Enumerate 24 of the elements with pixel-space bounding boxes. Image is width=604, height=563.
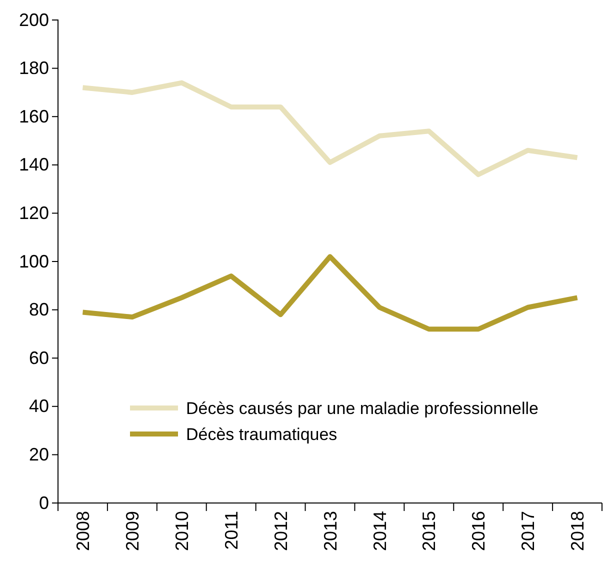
x-tick-label: 2008 (73, 511, 94, 552)
x-tick-label: 2017 (518, 511, 538, 552)
x-tick-label: 2014 (370, 511, 390, 552)
legend-label: Décès traumatiques (186, 424, 338, 444)
y-tick-label: 100 (18, 251, 49, 272)
x-tick-label: 2011 (221, 511, 242, 550)
x-tick-label: 2009 (122, 511, 142, 552)
y-tick-label: 120 (18, 202, 49, 223)
x-tick-label: 2010 (172, 511, 192, 552)
y-tick-label: 20 (28, 444, 49, 464)
y-tick-label: 0 (38, 492, 49, 513)
y-tick-label: 60 (28, 348, 49, 368)
x-tick-label: 2012 (270, 511, 291, 552)
x-tick-label: 2016 (468, 511, 489, 552)
legend-label: Décès causés par une maladie professionnelle (186, 398, 538, 418)
y-tick-label: 40 (28, 396, 49, 416)
x-tick-label: 2018 (568, 511, 588, 552)
y-tick-label: 160 (18, 106, 49, 126)
y-tick-label: 140 (18, 154, 49, 175)
y-tick-label: 80 (28, 300, 49, 320)
y-tick-label: 180 (18, 58, 49, 78)
x-tick-label: 2015 (419, 511, 440, 552)
y-tick-label: 200 (18, 10, 49, 30)
x-tick-label: 2013 (320, 511, 340, 552)
